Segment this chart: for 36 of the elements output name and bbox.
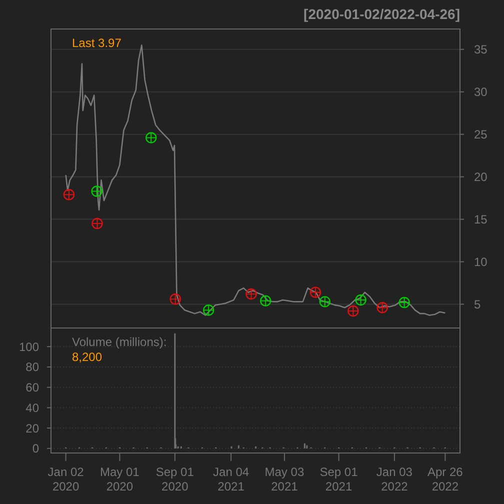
chart-title: [2020-01-02/2022-04-26] <box>304 6 460 22</box>
point <box>202 304 214 316</box>
y-tick-label: 80 <box>26 360 40 374</box>
y-tick-label: 100 <box>18 340 40 354</box>
annotation: 8,200 <box>72 350 102 364</box>
x-tick-label: Jan 04 2021 <box>213 465 250 494</box>
x-tick-label: Sep 01 2021 <box>320 465 358 494</box>
y-tick-label: 40 <box>26 400 40 415</box>
x-tick-label: Jan 03 2022 <box>376 465 413 494</box>
y-tick-label: 5 <box>474 297 481 312</box>
x-tick-label: Apr 26 2022 <box>428 465 464 494</box>
y-tick-label: 60 <box>26 380 40 395</box>
y-tick-label: 20 <box>474 170 488 184</box>
x-tick-label: Jan 02 2020 <box>48 465 84 494</box>
y-tick-label: 15 <box>474 212 488 226</box>
x-tick-label: May 03 2021 <box>264 465 304 494</box>
annotation: Last 3.97 <box>72 36 122 50</box>
y-tick-label: 0 <box>32 442 40 456</box>
point <box>246 288 257 300</box>
point <box>91 186 102 197</box>
point <box>348 305 359 317</box>
point <box>170 294 181 305</box>
y-tick-label: 10 <box>474 254 488 269</box>
point <box>376 302 388 314</box>
y-tick-label: 25 <box>474 128 488 142</box>
point <box>260 295 272 306</box>
x-tick-label: May 01 2020 <box>100 465 140 494</box>
point <box>146 132 157 144</box>
y-tick-label: 30 <box>474 85 488 100</box>
point <box>63 189 75 200</box>
annotation: Volume (millions): <box>72 335 167 349</box>
point <box>355 294 366 306</box>
point <box>92 218 103 230</box>
y-tick-label: 20 <box>26 421 40 436</box>
y-tick-label: 35 <box>474 42 488 57</box>
x-tick-label: Sep 01 2020 <box>156 465 194 494</box>
